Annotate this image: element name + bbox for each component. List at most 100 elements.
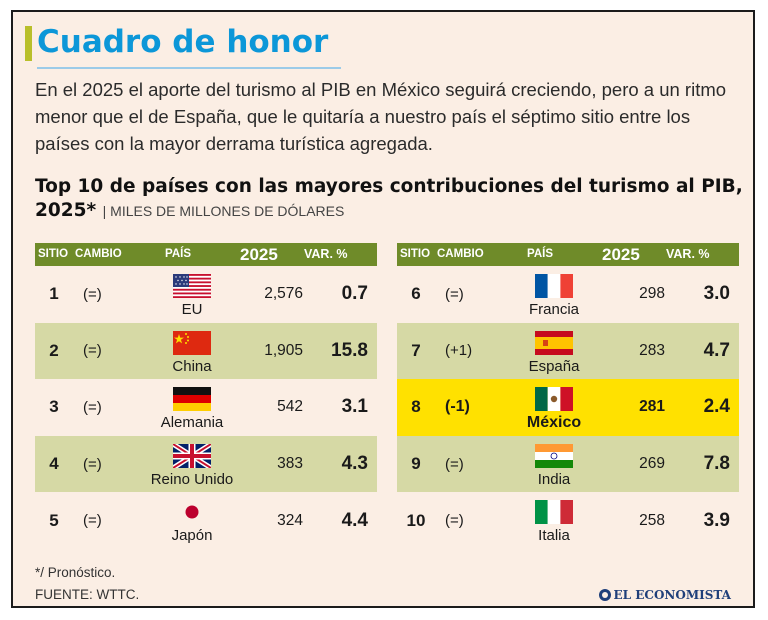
rank-cell: 8 xyxy=(411,397,421,417)
value-cell: 383 xyxy=(277,455,303,473)
var-cell: 4.3 xyxy=(341,453,368,475)
country-name: Japón xyxy=(171,527,213,545)
var-cell: 4.4 xyxy=(341,509,368,531)
india-flag-icon xyxy=(535,443,573,468)
change-cell: (-1) xyxy=(445,398,470,416)
country-cell: España xyxy=(507,323,601,380)
change-cell: (=) xyxy=(83,285,102,303)
header-sitio: SITIO xyxy=(400,248,431,260)
header-cambio: CAMBIO xyxy=(437,248,484,260)
brand-logo-icon xyxy=(598,589,611,601)
header-2025: 2025 xyxy=(240,245,278,264)
var-cell: 3.0 xyxy=(703,283,730,305)
country-name: EU xyxy=(181,301,203,318)
country-cell: India xyxy=(507,436,601,493)
table-row-highlighted: 8 (-1) México 281 2.4 xyxy=(397,379,739,436)
var-cell: 15.8 xyxy=(331,339,368,361)
italy-flag-icon xyxy=(535,500,573,525)
usa-flag-icon xyxy=(173,274,211,298)
var-cell: 2.4 xyxy=(703,396,730,418)
var-cell: 3.9 xyxy=(703,509,730,531)
table-row: 5 (=) Japón 324 4.4 xyxy=(35,492,377,549)
value-cell: 298 xyxy=(639,285,665,303)
country-name: India xyxy=(537,470,571,488)
ranking-table-left: SITIO CAMBIO PAÍS 2025 VAR. % 1 (=) xyxy=(35,243,377,549)
country-name: Alemania xyxy=(160,414,224,432)
table-row: 1 (=) xyxy=(35,266,377,323)
value-cell: 258 xyxy=(639,511,665,529)
change-cell: (=) xyxy=(83,512,102,530)
rank-cell: 10 xyxy=(406,510,426,530)
table-row: 2 (=) China 1,905 15.8 xyxy=(35,322,377,380)
intro-paragraph: En el 2025 el aporte del turismo al PIB … xyxy=(35,79,727,154)
value-cell: 324 xyxy=(277,511,303,529)
china-flag-icon xyxy=(173,330,211,355)
country-name: Italia xyxy=(538,527,570,545)
table-row: 6 (=) Francia 298 3.0 xyxy=(397,266,739,323)
table-header: SITIO CAMBIO PAÍS 2025 VAR. % xyxy=(35,243,377,266)
table-header: SITIO CAMBIO PAÍS 2025 VAR. % xyxy=(397,243,739,266)
rank-cell: 1 xyxy=(49,284,59,304)
country-name: Reino Unido xyxy=(150,470,234,488)
france-flag-icon xyxy=(535,274,573,298)
rank-cell: 5 xyxy=(49,510,59,530)
header-sitio: SITIO xyxy=(38,248,69,260)
country-name: Francia xyxy=(528,301,580,318)
germany-flag-icon xyxy=(173,387,211,412)
rank-cell: 9 xyxy=(411,454,421,474)
value-cell: 542 xyxy=(277,398,303,416)
value-cell: 1,905 xyxy=(264,341,303,359)
value-cell: 269 xyxy=(639,455,665,473)
country-name: México xyxy=(526,414,582,432)
units-label: | MILES DE MILLONES DE DÓLARES xyxy=(102,203,345,219)
rank-cell: 7 xyxy=(411,340,421,360)
spain-flag-icon xyxy=(535,330,573,355)
country-cell: China xyxy=(145,323,239,380)
header-var: VAR. % xyxy=(304,247,348,261)
change-cell: (=) xyxy=(445,285,464,303)
rank-cell: 3 xyxy=(49,397,59,417)
ranking-table-right: SITIO CAMBIO PAÍS 2025 VAR. % 6 (=) Fran… xyxy=(397,243,739,549)
change-cell: (=) xyxy=(445,455,464,473)
table-row: 7 (+1) España 283 4.7 xyxy=(397,322,739,380)
country-cell: Francia xyxy=(507,266,601,323)
title-accent-bar xyxy=(25,26,32,61)
country-cell: Alemania xyxy=(145,379,239,436)
infographic-card: Cuadro de honor En el 2025 el aporte del… xyxy=(11,10,755,608)
change-cell: (=) xyxy=(83,455,102,473)
table-row: 4 (=) Reino Unido 383 4.3 xyxy=(35,435,377,493)
country-cell: Japón xyxy=(145,492,239,549)
table-row: 10 (=) Italia 258 3.9 xyxy=(397,492,739,549)
japan-flag-icon xyxy=(173,500,211,525)
mexico-flag-icon xyxy=(535,387,573,412)
source-note: FUENTE: WTTC. xyxy=(35,587,140,602)
change-cell: (+1) xyxy=(445,342,473,360)
rank-cell: 2 xyxy=(49,340,59,360)
brand-logo: EL ECONOMISTA xyxy=(598,588,731,602)
rank-cell: 6 xyxy=(411,284,421,304)
brand-name: EL ECONOMISTA xyxy=(613,588,731,602)
rank-cell: 4 xyxy=(49,454,59,474)
uk-flag-icon xyxy=(173,443,211,468)
country-name: China xyxy=(172,357,212,375)
change-cell: (=) xyxy=(83,342,102,360)
header-var: VAR. % xyxy=(666,247,710,261)
title-underline xyxy=(37,67,341,69)
var-cell: 0.7 xyxy=(341,283,368,305)
value-cell: 281 xyxy=(639,398,665,416)
header-pais: PAÍS xyxy=(165,248,191,260)
country-name: España xyxy=(528,357,580,375)
var-cell: 7.8 xyxy=(703,453,730,475)
chart-title: Top 10 de países con las mayores contrib… xyxy=(35,175,745,223)
value-cell: 2,576 xyxy=(264,285,303,303)
table-row: 9 (=) India 269 7.8 xyxy=(397,435,739,493)
var-cell: 4.7 xyxy=(703,339,730,361)
change-cell: (=) xyxy=(83,398,102,416)
country-cell: Reino Unido xyxy=(145,436,239,493)
table-row: 3 (=) Alemania 542 3.1 xyxy=(35,379,377,436)
chart-title-text: Top 10 de países con las mayores contrib… xyxy=(35,176,743,221)
header-cambio: CAMBIO xyxy=(75,248,122,260)
page-title: Cuadro de honor xyxy=(37,24,329,60)
header-2025: 2025 xyxy=(602,245,640,264)
change-cell: (=) xyxy=(445,512,464,530)
